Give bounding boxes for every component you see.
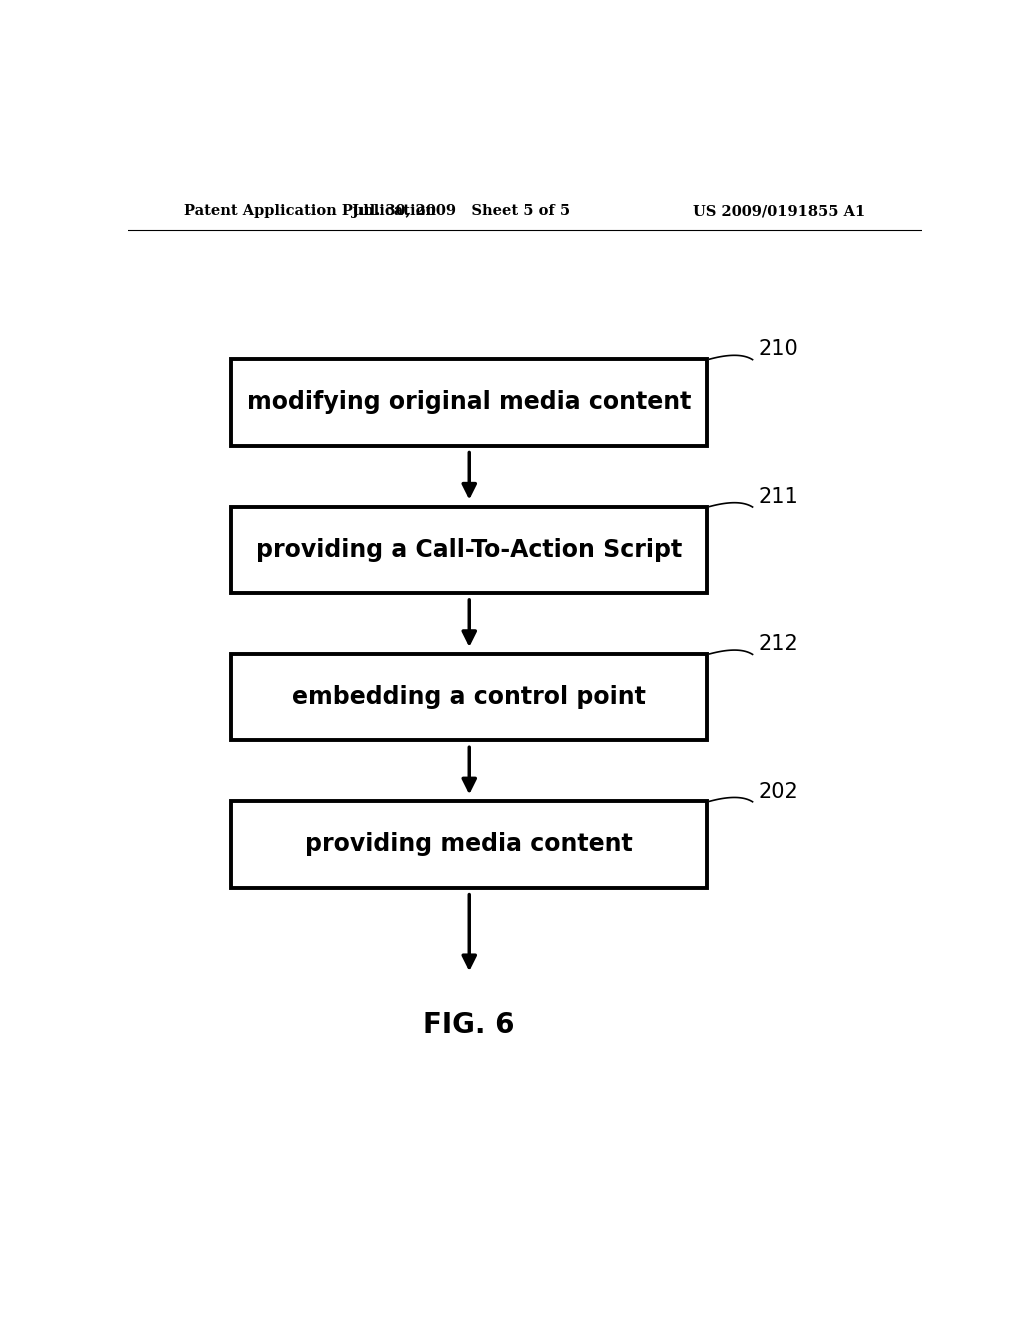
Text: FIG. 6: FIG. 6 (424, 1011, 515, 1039)
FancyBboxPatch shape (231, 653, 708, 741)
Text: providing a Call-To-Action Script: providing a Call-To-Action Script (256, 537, 682, 562)
Text: 212: 212 (759, 634, 799, 655)
FancyBboxPatch shape (231, 801, 708, 887)
FancyBboxPatch shape (231, 359, 708, 446)
Text: 202: 202 (759, 781, 799, 801)
Text: modifying original media content: modifying original media content (247, 391, 691, 414)
Text: Patent Application Publication: Patent Application Publication (183, 205, 435, 218)
Text: Jul. 30, 2009   Sheet 5 of 5: Jul. 30, 2009 Sheet 5 of 5 (352, 205, 570, 218)
Text: 210: 210 (759, 339, 799, 359)
FancyBboxPatch shape (231, 507, 708, 593)
Text: US 2009/0191855 A1: US 2009/0191855 A1 (692, 205, 865, 218)
Text: providing media content: providing media content (305, 833, 633, 857)
Text: embedding a control point: embedding a control point (292, 685, 646, 709)
Text: 211: 211 (759, 487, 799, 507)
